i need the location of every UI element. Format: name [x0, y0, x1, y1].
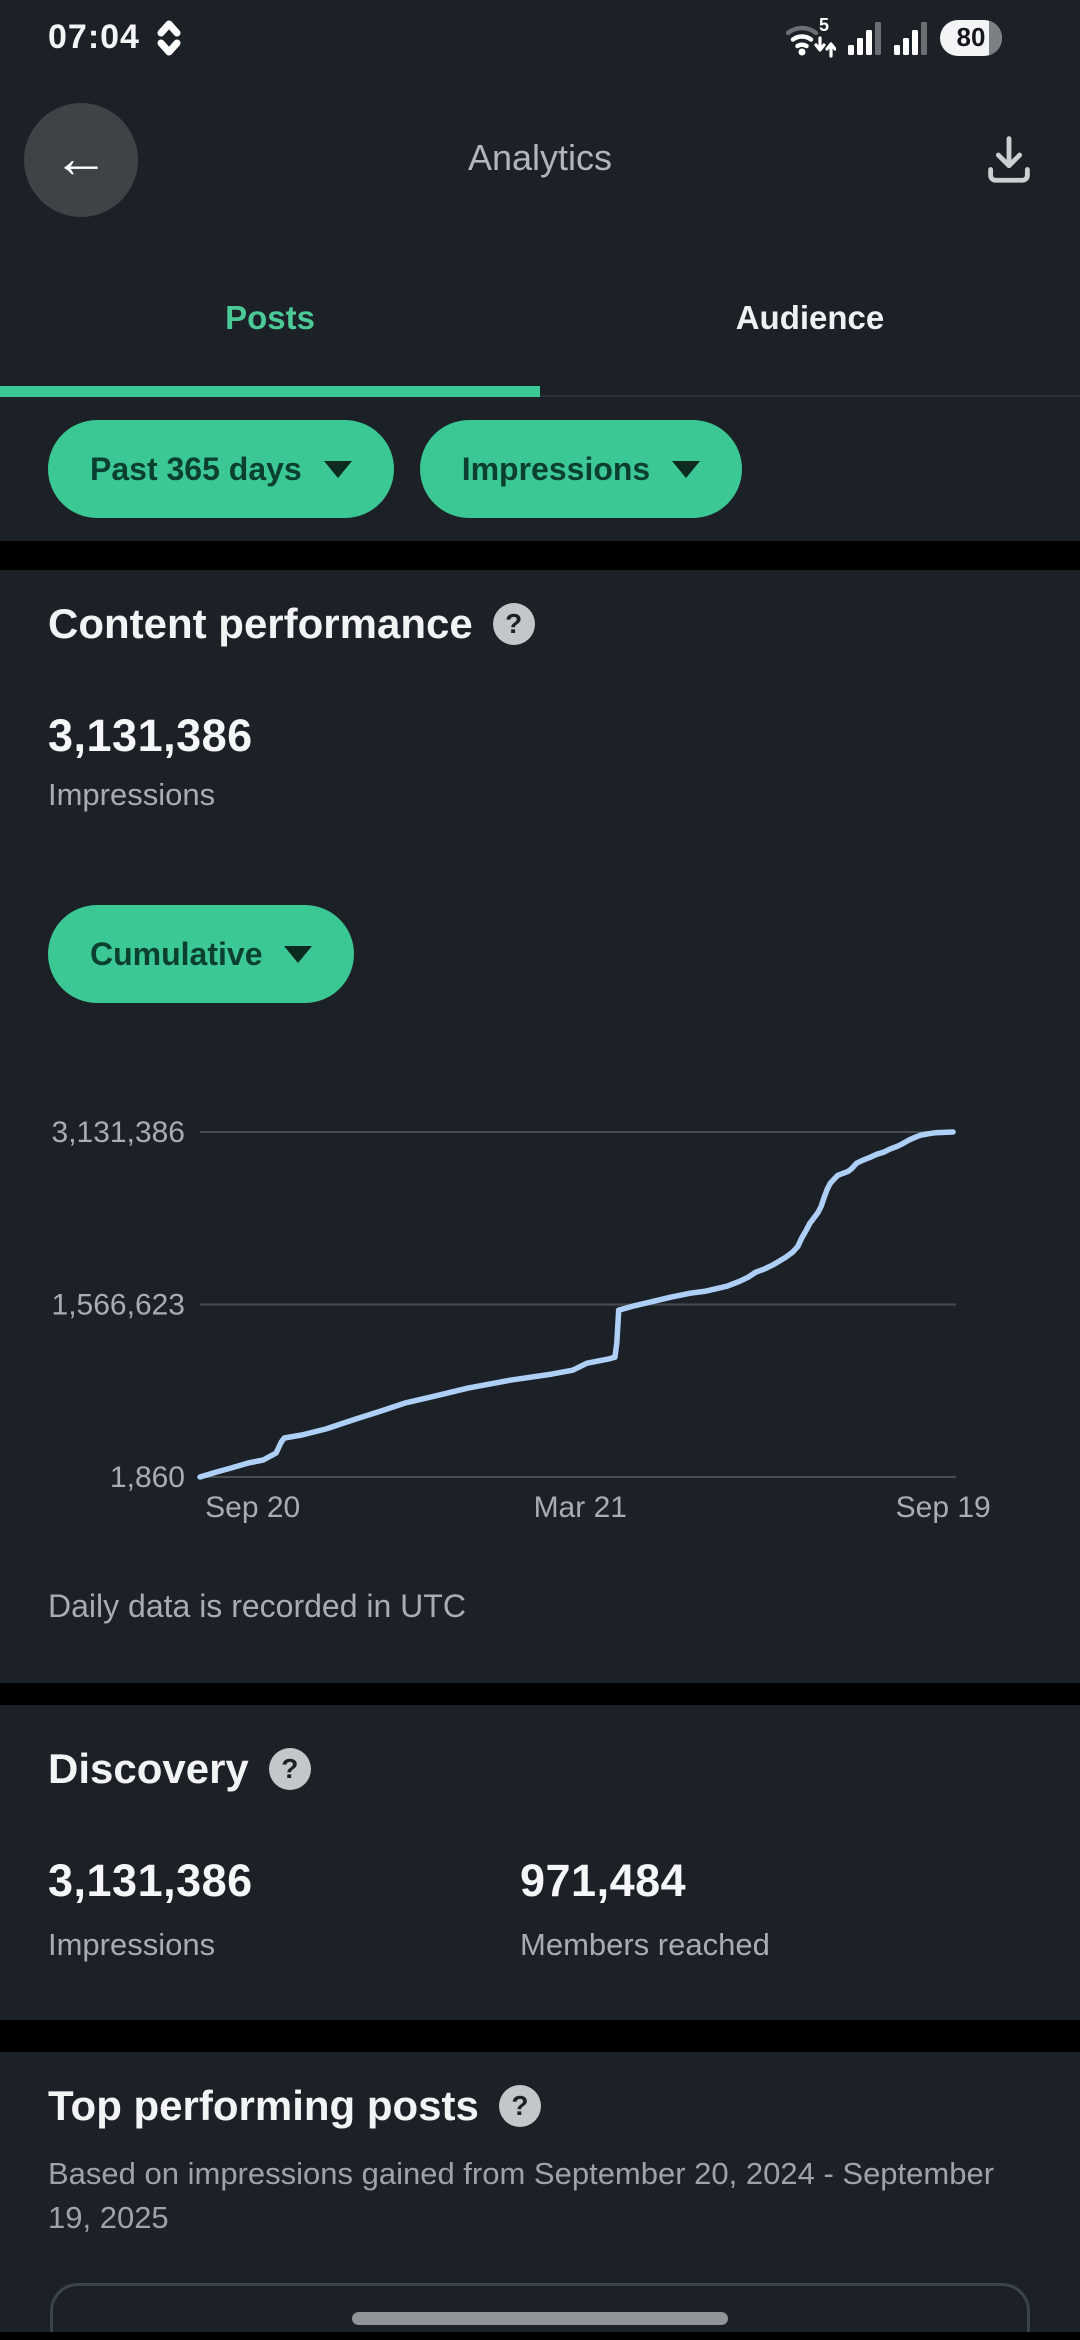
top-posts-title: Top performing posts — [48, 2082, 479, 2129]
section-title-row: Top performing posts ? — [48, 2082, 541, 2130]
line-chart-svg: 3,131,386 1,566,623 1,860 Sep 20 Mar 21 Sep 1… — [52, 1116, 991, 1524]
help-icon[interactable]: ? — [498, 2085, 541, 2127]
top-posts-subtitle: Based on impressions gained from Septemb… — [48, 2156, 995, 2235]
page-title: Analytics — [467, 136, 613, 178]
impressions-chart[interactable]: 3,131,386 1,566,623 1,860 Sep 20 Mar 21 Sep 1… — [0, 1100, 1080, 1530]
content-performance-section: Content performance ? 3,131,386 Impressi… — [0, 570, 1080, 1683]
date-range-label: Past 365 days — [90, 450, 302, 487]
stat-label: Members reached — [520, 1927, 770, 1962]
impressions-total-label: Impressions — [48, 777, 216, 812]
home-indicator[interactable] — [352, 2312, 728, 2325]
battery-empty-portion — [989, 19, 1002, 56]
y-axis-tick-label: 1,566,623 — [52, 1289, 185, 1322]
clock: 07:04 — [48, 18, 140, 56]
status-bar: 07:04 5 — [0, 0, 1080, 75]
x-axis-tick-label: Sep 19 — [896, 1491, 991, 1524]
tab-posts[interactable]: Posts — [225, 298, 315, 336]
section-separator — [0, 541, 1080, 570]
battery-percentage: 80 — [956, 22, 986, 52]
app-header: ← Analytics — [0, 75, 1080, 240]
discovery-title: Discovery — [48, 1745, 249, 1792]
impressions-total: 3,131,386 — [48, 710, 253, 761]
stat-label: Impressions — [48, 1927, 216, 1962]
sync-arrows-icon — [154, 17, 184, 59]
top-posts-section: Top performing posts ? Based on impressi… — [0, 2052, 1080, 2340]
metric-dropdown[interactable]: Impressions — [419, 420, 743, 518]
section-separator — [0, 2020, 1080, 2052]
stat-impressions: 3,131,386 Impressions — [48, 1855, 253, 1963]
download-icon — [988, 136, 1030, 183]
help-icon[interactable]: ? — [492, 603, 535, 645]
back-button[interactable]: ← — [24, 103, 138, 217]
utc-footnote: Daily data is recorded in UTC — [48, 1588, 466, 1624]
chevron-down-icon — [323, 460, 352, 478]
active-tab-indicator — [0, 386, 540, 397]
cell-signal-icon-sim1 — [848, 21, 881, 55]
date-range-dropdown[interactable]: Past 365 days — [48, 420, 394, 518]
post-card[interactable] — [50, 2283, 1030, 2340]
chevron-down-icon — [284, 945, 313, 963]
stat-value: 3,131,386 — [48, 1855, 253, 1906]
metric-label: Impressions — [461, 450, 651, 487]
content-performance-title: Content performance — [48, 600, 473, 647]
chart-mode-dropdown[interactable]: Cumulative — [48, 905, 355, 1003]
y-axis-tick-label: 1,860 — [110, 1461, 185, 1494]
battery-icon: 80 — [940, 19, 1002, 56]
x-axis-tick-label: Mar 21 — [534, 1491, 627, 1524]
status-icons: 5 80 — [786, 16, 1002, 60]
chevron-down-icon — [672, 460, 701, 478]
help-icon[interactable]: ? — [268, 1748, 311, 1790]
section-title-row: Discovery ? — [48, 1745, 311, 1793]
export-button[interactable] — [978, 127, 1040, 189]
tab-bar: Posts Audience — [0, 240, 1080, 397]
back-arrow-icon: ← — [53, 126, 109, 189]
y-axis-tick-label: 3,131,386 — [52, 1116, 185, 1149]
bottom-edge — [0, 2332, 1080, 2340]
cell-signal-icon-sim2 — [894, 21, 927, 55]
section-title-row: Content performance ? — [48, 600, 535, 648]
chart-mode-label: Cumulative — [90, 935, 263, 972]
filter-row: Past 365 days Impressions — [0, 397, 1080, 541]
x-axis-tick-label: Sep 20 — [205, 1491, 300, 1524]
stat-members-reached: 971,484 Members reached — [520, 1855, 770, 1963]
chart-series-line — [197, 1129, 956, 1480]
section-separator — [0, 1683, 1080, 1705]
wifi-5g-icon: 5 — [786, 16, 836, 58]
tab-audience[interactable]: Audience — [735, 298, 885, 336]
stat-value: 971,484 — [520, 1855, 687, 1906]
discovery-section: Discovery ? 3,131,386 Impressions 971,48… — [0, 1705, 1080, 2020]
svg-text:5: 5 — [819, 16, 829, 35]
